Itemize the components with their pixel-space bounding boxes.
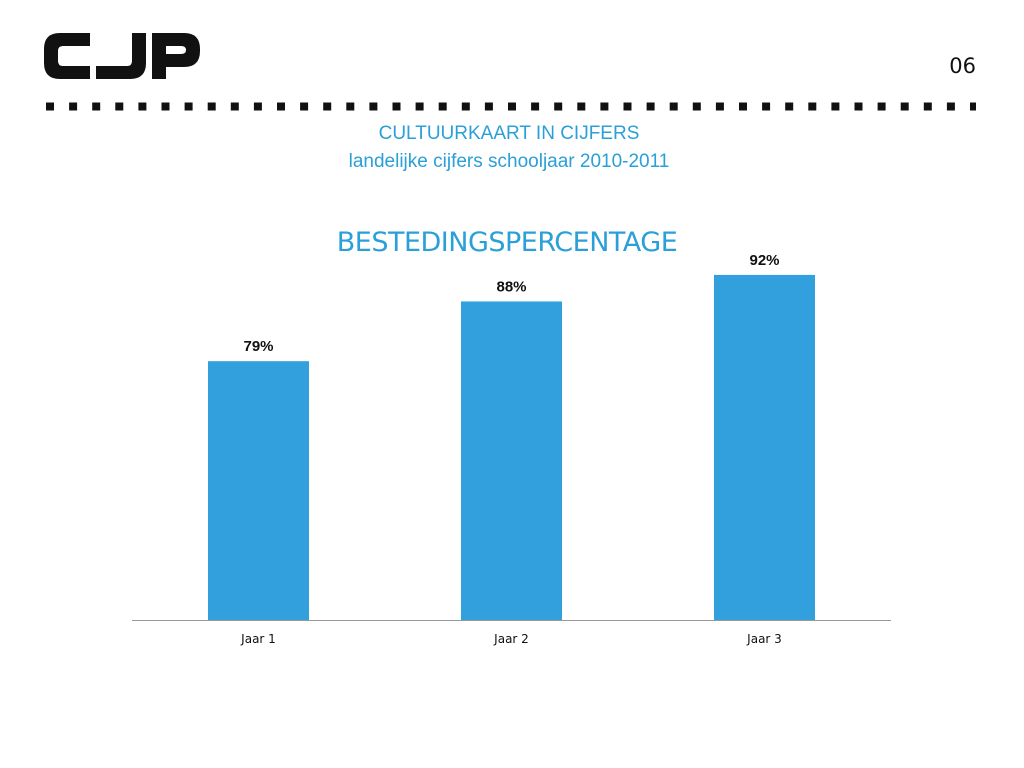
bar-jaar-3 [714, 274, 815, 620]
heading-subtitle: landelijke cijfers schooljaar 2010-2011 [348, 151, 670, 172]
cjp-logo [44, 33, 200, 79]
data-label: 79% [243, 338, 273, 355]
chart-title: BESTEDINGSPERCENTAGE [336, 227, 678, 258]
bar-jaar-2 [461, 301, 562, 620]
bar-jaar-1 [208, 361, 309, 620]
x-tick-label: Jaar 1 [240, 632, 276, 646]
x-tick-label: Jaar 2 [493, 632, 529, 646]
page-number: 06 [949, 54, 976, 78]
data-label: 92% [749, 252, 779, 269]
heading-title: CULTUURKAART IN CIJFERS [378, 123, 640, 144]
dashed-divider [46, 102, 976, 111]
x-tick-label: Jaar 3 [746, 632, 782, 646]
data-label: 88% [496, 278, 526, 295]
